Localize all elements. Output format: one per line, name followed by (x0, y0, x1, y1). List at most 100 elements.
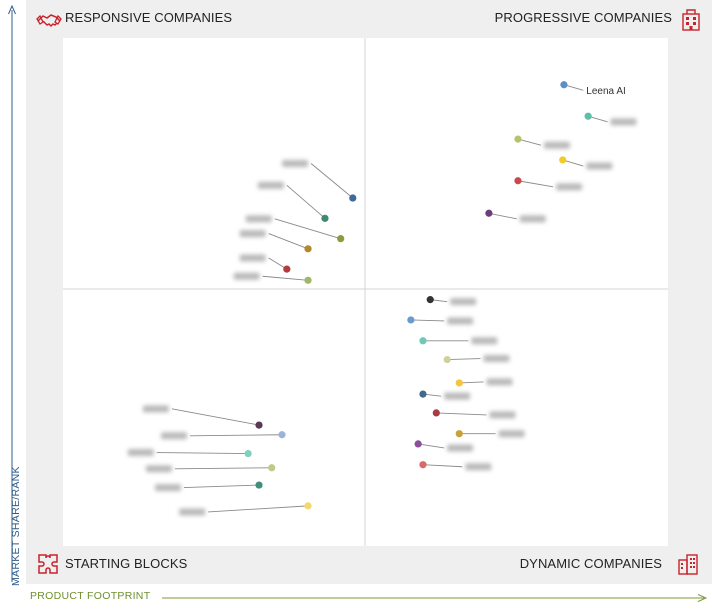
company-dot[interactable] (455, 379, 463, 387)
leader-line (171, 408, 260, 426)
puzzle-icon (36, 552, 60, 576)
obscured-label (179, 508, 206, 516)
company-dot[interactable] (559, 156, 567, 164)
leader-line (422, 464, 463, 468)
company-dot[interactable] (560, 81, 568, 89)
company-dot[interactable] (337, 235, 345, 243)
leader-line (436, 412, 487, 416)
company-point-5[interactable] (514, 177, 583, 191)
obscured-label (465, 463, 492, 471)
company-point-12[interactable] (233, 272, 312, 284)
leader-line (208, 505, 309, 513)
company-point-16[interactable] (443, 355, 510, 364)
obscured-label (447, 444, 474, 452)
company-dot[interactable] (414, 440, 422, 448)
company-dot[interactable] (304, 276, 312, 284)
company-point-28[interactable] (179, 502, 312, 516)
company-point-19[interactable] (432, 409, 516, 419)
company-dot[interactable] (419, 390, 427, 398)
leader-line (447, 358, 481, 361)
company-dot[interactable] (584, 112, 592, 120)
company-point-2[interactable] (584, 112, 637, 126)
company-dot[interactable] (432, 409, 440, 417)
leader-line (190, 434, 283, 437)
obscured-label (489, 411, 516, 419)
company-point-3[interactable] (514, 135, 570, 149)
company-point-7[interactable] (282, 159, 357, 202)
company-point-11[interactable] (239, 254, 291, 273)
company-dot[interactable] (278, 431, 286, 439)
company-dot[interactable] (514, 177, 522, 185)
company-dot[interactable] (419, 461, 427, 469)
leader-line (459, 381, 484, 384)
leader-line (262, 275, 309, 281)
company-dot[interactable] (321, 214, 329, 222)
company-dot[interactable] (255, 421, 263, 429)
obscured-label (245, 215, 272, 223)
leader-line (174, 467, 272, 470)
building-icon (680, 8, 704, 32)
company-point-25[interactable] (127, 449, 252, 458)
company-point-15[interactable] (419, 337, 498, 345)
company-dot[interactable] (485, 209, 493, 217)
obscured-label (543, 141, 570, 149)
y-axis-label: MARKET SHARE/RANK (10, 466, 22, 586)
company-point-18[interactable] (419, 390, 471, 400)
company-point-20[interactable] (455, 430, 525, 438)
company-dot[interactable] (455, 430, 463, 438)
obscured-label (145, 465, 172, 473)
company-point-23[interactable] (142, 405, 263, 429)
obscured-label (610, 118, 637, 126)
company-point-8[interactable] (257, 181, 329, 222)
obscured-label (127, 449, 154, 457)
leader-line (183, 484, 260, 489)
company-dot[interactable] (407, 316, 415, 324)
obscured-label (498, 430, 525, 438)
company-point-22[interactable] (419, 461, 492, 471)
plot-area: Leena AI (63, 38, 668, 546)
obscured-label (257, 181, 284, 189)
company-point-1[interactable]: Leena AI (560, 81, 626, 97)
company-point-21[interactable] (414, 440, 474, 452)
obscured-label (483, 355, 510, 363)
company-point-17[interactable] (455, 378, 513, 387)
company-dot[interactable] (255, 481, 263, 489)
company-point-10[interactable] (239, 230, 312, 253)
handshake-icon (36, 8, 62, 32)
company-label: Leena AI (586, 86, 625, 97)
company-point-6[interactable] (485, 209, 546, 223)
obscured-label (155, 484, 181, 492)
leader-line (274, 218, 341, 240)
quadrant-label-dynamic: DYNAMIC COMPANIES (519, 556, 662, 571)
company-dot[interactable] (426, 296, 434, 304)
company-point-13[interactable] (426, 296, 477, 306)
obscured-label (447, 317, 474, 325)
company-dot[interactable] (443, 355, 451, 364)
company-point-9[interactable] (245, 215, 345, 243)
leader-line (268, 233, 309, 250)
obscured-label (556, 183, 583, 191)
company-dot[interactable] (349, 194, 357, 202)
x-axis-label: PRODUCT FOOTPRINT (30, 590, 151, 602)
company-dot[interactable] (304, 245, 312, 253)
obscured-label (486, 378, 513, 386)
y-axis-arrow-icon (8, 4, 16, 15)
company-dot[interactable] (304, 502, 312, 510)
company-dot[interactable] (244, 449, 252, 458)
company-dot[interactable] (419, 337, 427, 345)
leader-line (310, 163, 354, 199)
quadrant-label-responsive: RESPONSIVE COMPANIES (65, 10, 233, 25)
company-dot[interactable] (268, 464, 276, 472)
company-dot[interactable] (283, 265, 291, 273)
company-point-26[interactable] (145, 464, 276, 473)
leader-line (517, 138, 542, 146)
company-point-24[interactable] (161, 431, 286, 440)
company-dot[interactable] (514, 135, 522, 143)
obscured-label (471, 337, 498, 345)
company-point-14[interactable] (407, 316, 474, 325)
company-point-27[interactable] (155, 481, 263, 492)
leader-line (156, 452, 249, 454)
company-point-4[interactable] (559, 156, 613, 170)
quadrant-label-progressive: PROGRESSIVE COMPANIES (494, 10, 672, 25)
